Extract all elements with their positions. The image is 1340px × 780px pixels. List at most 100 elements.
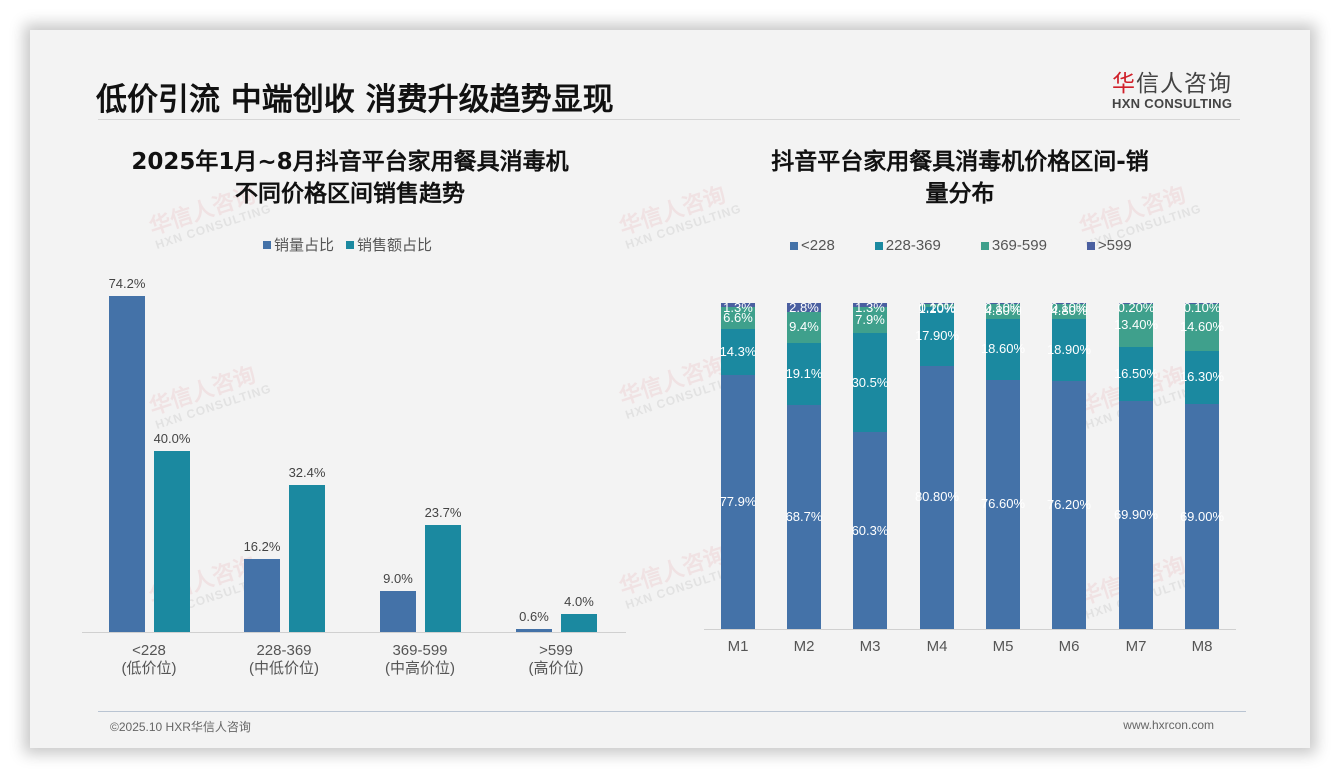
segment-value-label: 18.90% xyxy=(1046,341,1092,357)
legend-label: <228 xyxy=(801,237,835,254)
segment-value-label: 69.00% xyxy=(1179,508,1225,524)
legend-swatch-icon xyxy=(263,240,271,249)
bar-value-label: 40.0% xyxy=(153,430,191,446)
x-axis-month: M6 xyxy=(1058,638,1080,655)
stack-segment xyxy=(1052,380,1086,629)
segment-value-label: 0.10% xyxy=(918,300,956,315)
stack-segment xyxy=(787,312,821,343)
slide: 低价引流 中端创收 消费升级趋势显现 华信人咨询 HXN CONSULTING … xyxy=(30,30,1310,748)
stack-segment xyxy=(986,318,1020,380)
watermark-cn: 华信人咨询 xyxy=(616,541,729,600)
right-chart-title: 抖音平台家用餐具消毒机价格区间-销 量分布 xyxy=(730,146,1190,210)
segment-value-label: 68.7% xyxy=(785,509,823,525)
x-axis-month: M7 xyxy=(1125,638,1147,655)
watermark-cn: 华信人咨询 xyxy=(616,351,729,410)
logo-cn: 华信人咨询 xyxy=(1112,64,1242,98)
stack-segment xyxy=(853,432,887,629)
segment-value-label: 0.10% xyxy=(1050,300,1088,315)
bar-volume xyxy=(109,296,145,632)
x-axis-month: M1 xyxy=(727,638,749,655)
bar-value-label: 0.6% xyxy=(519,609,549,625)
legend-label: 销售额占比 xyxy=(357,237,433,254)
category-tier: (中高价位) xyxy=(385,660,455,677)
legend-swatch-icon xyxy=(790,241,798,250)
watermark-cn: 华信人咨询 xyxy=(146,361,259,420)
legend-item-369-599: 369-599 xyxy=(980,237,1047,254)
stack-segment xyxy=(853,332,887,433)
stack-segment xyxy=(1119,401,1153,629)
stack-segment xyxy=(1119,347,1153,402)
segment-value-label: 1.3% xyxy=(723,300,753,315)
stack-segment xyxy=(1119,303,1153,348)
segment-value-label: 16.30% xyxy=(1179,369,1225,385)
x-axis-month: M3 xyxy=(859,638,881,655)
segment-value-label: 0.10% xyxy=(984,300,1022,315)
bar-value-label: 16.2% xyxy=(243,538,281,554)
footer-website: www.hxrcon.com xyxy=(1123,718,1214,732)
segment-value-label: 77.9% xyxy=(719,494,757,510)
segment-value-label: 14.60% xyxy=(1179,319,1225,335)
segment-value-label: 69.90% xyxy=(1113,507,1159,523)
stack-segment xyxy=(853,307,887,333)
segment-value-label: 0.10% xyxy=(1183,300,1221,315)
segment-value-label: 76.60% xyxy=(980,496,1026,512)
left-chart-x-axis xyxy=(82,632,626,633)
stack-segment xyxy=(1052,303,1086,319)
stack-segment xyxy=(1185,303,1219,351)
category-range: 228-369 xyxy=(256,642,312,659)
bar-value-label: 74.2% xyxy=(108,276,146,291)
stack-segment xyxy=(920,303,954,308)
x-axis-month: M5 xyxy=(992,638,1014,655)
watermark-cn: 华信人咨询 xyxy=(616,181,729,240)
stack-segment xyxy=(721,307,755,329)
category-range: 369-599 xyxy=(392,642,448,659)
x-axis-month: M2 xyxy=(793,638,815,655)
watermark-en: HXN CONSULTING xyxy=(153,381,274,432)
page-title: 低价引流 中端创收 消费升级趋势显现 xyxy=(96,82,614,118)
segment-value-label: 4.80% xyxy=(1050,303,1088,319)
segment-value-label: 1.3% xyxy=(855,300,885,315)
company-logo: 华信人咨询 HXN CONSULTING xyxy=(1112,64,1242,111)
x-axis-category: <228 (低价位) xyxy=(89,642,209,678)
stack-segment xyxy=(986,379,1020,629)
segment-value-label: 14.3% xyxy=(719,344,757,359)
segment-value-label: 0.20% xyxy=(1117,300,1155,315)
logo-cn-rest: 信人咨询 xyxy=(1136,71,1232,97)
segment-value-label: 7.9% xyxy=(855,312,885,328)
stack-segment xyxy=(721,375,755,629)
segment-value-label: 30.5% xyxy=(851,374,889,390)
segment-value-label: 1.20% xyxy=(918,301,956,317)
left-chart-title-line1: 2025年1月~8月抖音平台家用餐具消毒机 xyxy=(131,149,569,175)
stack-segment xyxy=(853,303,887,308)
segment-value-label: 4.80% xyxy=(984,303,1022,319)
bar-volume xyxy=(516,629,552,632)
x-axis-month: M8 xyxy=(1191,638,1213,655)
legend-item-volume: 销量占比 xyxy=(263,234,334,255)
logo-en: HXN CONSULTING xyxy=(1112,96,1233,111)
legend-label: 228-369 xyxy=(885,237,941,254)
bar-volume xyxy=(244,558,280,632)
legend-item-revenue: 销售额占比 xyxy=(346,234,432,255)
segment-value-label: 76.20% xyxy=(1046,496,1092,512)
right-chart-title-line1: 抖音平台家用餐具消毒机价格区间-销 xyxy=(771,149,1149,175)
stack-segment xyxy=(1185,404,1219,629)
stack-segment xyxy=(1119,303,1153,304)
left-chart-title-line2: 不同价格区间销售趋势 xyxy=(235,181,465,207)
stack-segment xyxy=(920,365,954,629)
segment-value-label: 60.3% xyxy=(851,522,889,538)
stack-segment xyxy=(1052,318,1086,381)
bar-value-label: 4.0% xyxy=(564,593,594,609)
right-chart-legend: <228 228-369 369-599 >599 xyxy=(790,237,1132,254)
footer-divider xyxy=(98,711,1246,712)
stack-segment xyxy=(1185,350,1219,405)
segment-value-label: 2.8% xyxy=(789,300,819,315)
stack-segment xyxy=(986,303,1020,319)
stack-segment xyxy=(787,405,821,629)
legend-item-228-369: 228-369 xyxy=(874,237,941,254)
bar-revenue xyxy=(154,450,190,632)
stack-segment xyxy=(787,303,821,313)
bar-value-label: 23.7% xyxy=(424,504,462,520)
legend-swatch-icon xyxy=(980,241,989,250)
